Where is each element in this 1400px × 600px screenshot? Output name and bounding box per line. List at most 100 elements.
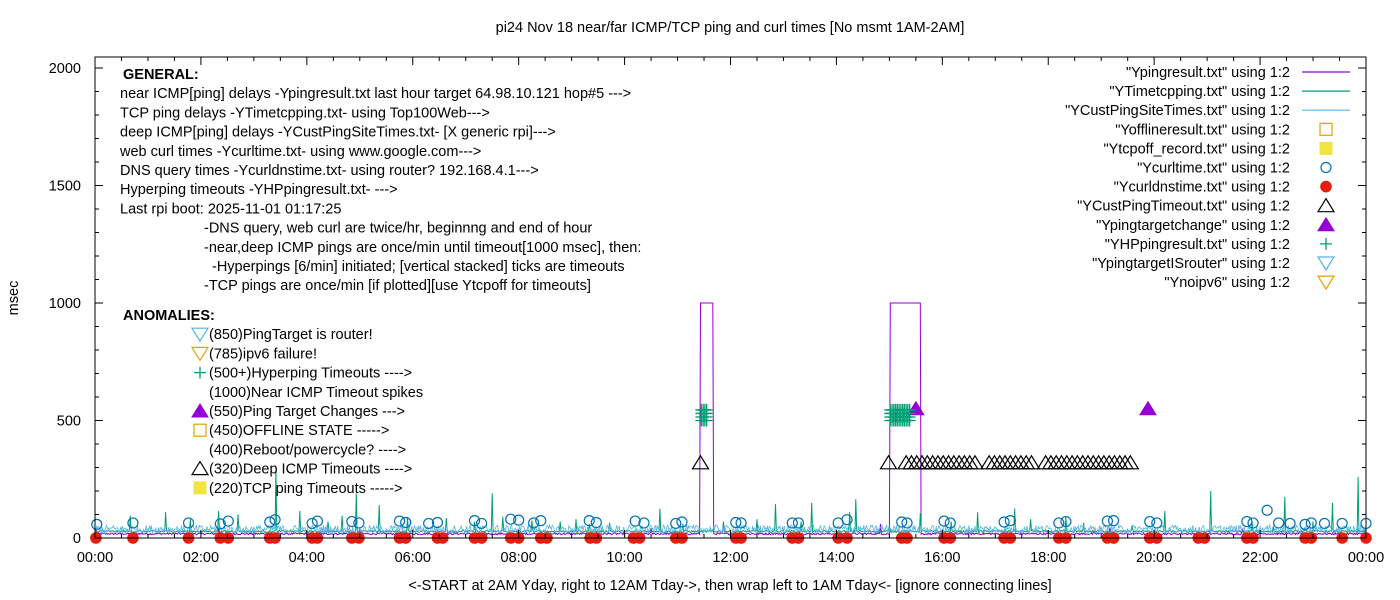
legend-label: "Ynoipv6" using 1:2 [1164,275,1290,291]
anomaly-marker [190,460,210,476]
ycustpingtimeout-point [1041,454,1060,470]
ycustpingtimeout-point [1063,454,1082,470]
legend-label: "Ycurldnstime.txt" using 1:2 [1114,180,1290,196]
x-tick-label: 16:00 [924,550,960,566]
ycurltime-point [269,514,281,526]
y-tick-label: 500 [57,414,81,430]
anomaly-marker [191,403,209,418]
ycustpingtimeout-point [1006,454,1025,470]
x-axis-label: <-START at 2AM Yday, right to 12AM Tday-… [408,578,1051,594]
ycurltime-point [901,517,913,529]
legend-marker-sample [1320,180,1332,193]
yhppingresult-point [903,403,916,416]
general-note: -Hyperpings [6/min] initiated; [vertical… [212,259,625,275]
general-note: near ICMP[ping] delays -Ypingresult.txt … [120,86,631,102]
x-tick-label: 12:00 [712,550,748,566]
anomaly-note: (850)PingTarget is router! [209,327,373,343]
ycustpingtimeout-point [1121,454,1140,470]
ycurltime-point [214,518,226,530]
yhppingresult-point [700,403,713,416]
ycurltime-point [1107,515,1120,527]
ycurltime-point [638,517,650,529]
x-tick-label: 22:00 [1242,550,1278,566]
ycustpingtimeout-point [912,454,932,470]
ycurltime-point [629,515,641,527]
general-note: DNS query times -Ycurldnstime.txt- using… [120,163,539,179]
ycurltime-point [505,513,517,525]
ycurltime-point [127,517,139,529]
anomaly-marker [193,481,207,495]
legend-label: "Ytcpoff_record.txt" using 1:2 [1103,141,1290,157]
legend-label: "Ypingresult.txt" using 1:2 [1126,65,1290,81]
ycustpingtimeout-point [902,454,921,470]
ycurltime-point [670,517,682,530]
ycustpingtimeout-point [923,454,942,470]
legend-label: "YpingtargetISrouter" using 1:2 [1092,256,1290,272]
ycurltime-point [1261,504,1273,516]
ypingtargetchange-point [906,400,925,416]
general-heading: GENERAL: [123,67,199,83]
y-axis-label: msec [6,281,22,316]
legend-marker-sample [1319,122,1333,136]
ycurltime-point [730,516,742,529]
ycurltime-point [222,515,234,527]
ycustpingtimeout-point [1094,454,1113,470]
anomaly-note: (220)TCP ping Timeouts -----> [209,481,403,497]
anomaly-note: (320)Deep ICMP Timeouts ----> [209,462,412,478]
general-note: web curl times -Ycurltime.txt- using www… [119,144,481,160]
ycustpingtimeout-point [985,454,1004,470]
anomalies-heading: ANOMALIES: [123,308,215,324]
ycurltime-point [1299,518,1311,530]
ycurltime-point [400,516,412,529]
ycustpingtimeout-point [1105,454,1124,470]
general-note: Last rpi boot: 2025-11-01 01:17:25 [120,201,341,217]
ycurltime-point [998,516,1010,528]
x-tick-label: 02:00 [183,550,219,566]
ycustpingtimeout-point [980,454,999,470]
ycustpingtimeout-point [1115,454,1135,470]
x-tick-label: 20:00 [1136,550,1172,566]
ycustpingtimeout-point [944,454,963,470]
anomaly-note: (1000)Near ICMP Timeout spikes [209,385,423,401]
ycurltime-point [1318,517,1331,530]
y-tick-label: 0 [73,531,81,547]
legend-label: "Ycurltime.txt" using 1:2 [1137,161,1290,177]
ycustpingtimeout-point [1068,454,1087,470]
y-tick-label: 1000 [49,296,81,312]
legend-label: "YCustPingTimeout.txt" using 1:2 [1077,199,1290,215]
legend-label: "YCustPingSiteTimes.txt" using 1:2 [1065,103,1290,119]
ycustpingtimeout-point [918,454,937,470]
ycurltime-point [1241,515,1253,528]
ycustpingtimeout-point [1022,454,1041,470]
ycustpingtimeout-point [934,454,953,470]
legend-label: "Yofflineresult.txt" using 1:2 [1115,122,1290,138]
ycustpingtimeout-point [965,454,985,470]
x-tick-label: 00:00 [1348,550,1384,566]
x-tick-label: 14:00 [818,550,854,566]
y-tick-label: 2000 [49,61,81,77]
general-note: -DNS query, web curl are twice/hr, begin… [204,221,592,237]
anomaly-note: (550)Ping Target Changes ---> [209,404,405,420]
x-tick-label: 08:00 [501,550,537,566]
ycurltime-point [792,517,805,529]
ycurltime-point [306,517,318,530]
y-ticks: 0 500 1000 1500 2000 [49,61,1366,547]
ycurltime-point [535,515,547,527]
ycurltime-point [182,517,195,529]
chart-title: pi24 Nov 18 near/far ICMP/TCP ping and c… [496,20,965,36]
ycurltime-point [513,514,525,526]
ycustpingtimeout-point [1089,454,1108,470]
ycustpingtimeout-point [950,454,969,470]
ycustpingtimeout-point [1110,454,1129,470]
legend-marker-sample [1320,161,1332,174]
ycustpingtimeout-point [1100,454,1119,470]
ycurltime-point [1053,517,1065,529]
ycurltime-point [475,517,488,530]
ycustpingtimeout-point [928,454,947,470]
legend: "Ypingresult.txt" using 1:2 "YTimetcpping… [1065,65,1350,291]
anomaly-note: (785)ipv6 failure! [209,346,317,362]
ycurltime-point [1305,517,1317,529]
general-note: -TCP pings are once/min [if plotted][use… [204,278,591,294]
ycurltime-point [423,517,435,530]
